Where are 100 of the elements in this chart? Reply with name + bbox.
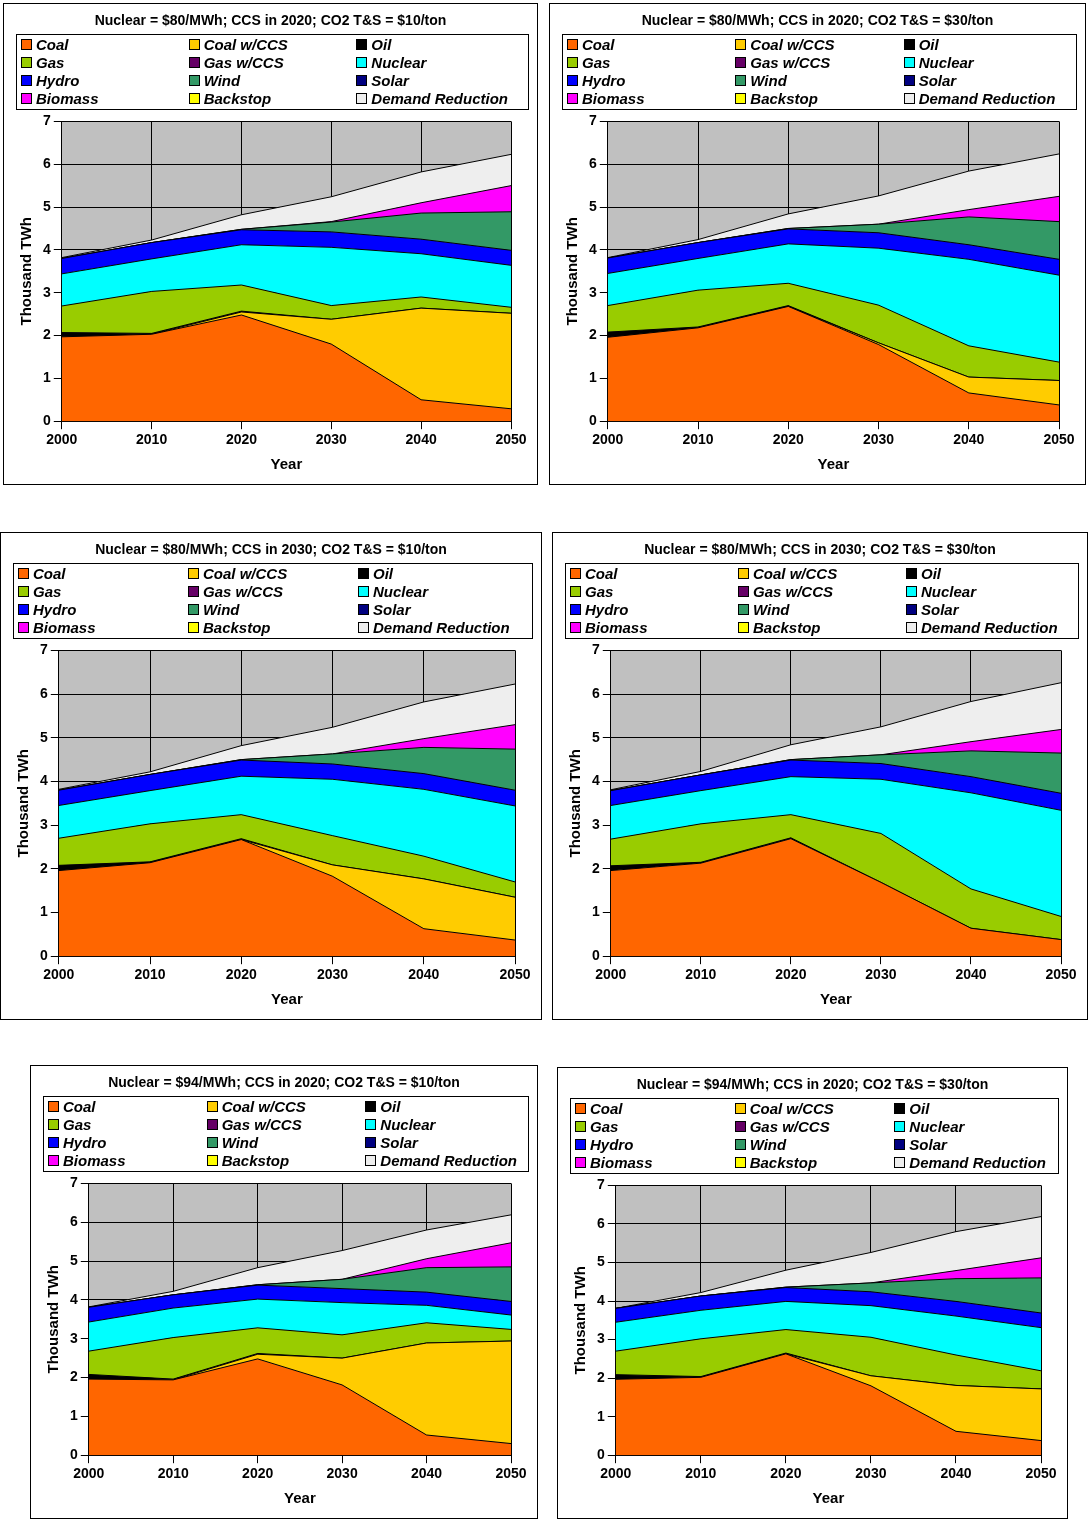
legend-label: Oil [370,36,393,54]
x-tick-label: 2050 [495,1465,527,1482]
legend-label: Hydro [62,1134,108,1152]
legend-label: Nuclear [917,54,976,72]
x-axis-title: Year [820,990,852,1008]
legend-label: Hydro [581,72,627,90]
y-tick-label: 1 [596,1407,605,1424]
legend-label: Demand Reduction [920,619,1059,637]
y-tick-label: 6 [596,1214,605,1231]
x-tick-label: 2030 [862,431,895,448]
y-tick-label: 4 [588,240,597,257]
x-tick-label: 2040 [410,1465,443,1482]
legend-label: Demand Reduction [372,619,511,637]
legend-label: Biomass [589,1154,654,1172]
legend-label: Demand Reduction [917,90,1057,108]
legend-label: Biomass [584,619,649,637]
x-axis-title: Year [284,1489,316,1507]
legend-label: Demand Reduction [370,90,509,108]
legend-label: Backstop [752,619,822,637]
x-tick-label: 2040 [953,431,985,448]
legend-label: Coal w/CCS [202,565,289,583]
y-tick-label: 6 [42,155,51,172]
y-tick-label: 3 [588,283,597,300]
y-tick-label: 6 [591,684,600,701]
chart-title: Nuclear = $80/MWh; CCS in 2030; CO2 T&S = $30/ton [643,541,997,557]
legend-label: Solar [372,601,413,619]
legend-label: Coal w/CCS [752,565,839,583]
y-tick-label: 3 [42,283,51,300]
legend-label: Wind [202,601,241,619]
legend-label: Oil [908,1100,931,1118]
x-tick-label: 2050 [495,431,527,448]
x-tick-label: 2030 [865,966,897,983]
legend-label: Solar [370,72,411,90]
y-tick-label: 3 [591,816,600,832]
y-tick-label: 5 [588,197,597,214]
legend-label: Coal w/CCS [220,1098,307,1116]
x-tick-label: 2050 [1025,1465,1057,1482]
legend-label: Biomass [62,1152,127,1170]
y-tick-label: 7 [42,112,51,129]
y-tick-label: 0 [596,1446,605,1463]
y-tick-label: 4 [69,1290,78,1307]
x-tick-label: 2010 [682,431,714,448]
x-tick-label: 2030 [316,966,349,983]
legend-label: Coal [589,1100,624,1118]
legend-label: Hydro [35,72,81,90]
legend-label: Gas w/CCS [202,583,285,601]
legend-label: Gas w/CCS [752,583,835,601]
legend-label: Demand Reduction [908,1154,1047,1172]
x-tick-label: 2020 [770,1465,802,1482]
x-axis-title: Year [817,455,850,473]
y-tick-label: 7 [39,641,48,658]
legend-label: Hydro [584,601,630,619]
x-tick-label: 2010 [685,1465,717,1482]
x-axis-title: Year [812,1489,845,1507]
x-tick-label: 2040 [405,431,437,448]
x-tick-label: 2030 [326,1465,358,1482]
y-axis-title: Thousand TWh [14,749,32,858]
x-tick-label: 2000 [595,966,627,983]
x-tick-label: 2010 [685,966,717,983]
x-tick-label: 2010 [134,966,166,983]
y-tick-label: 0 [42,412,51,429]
y-tick-label: 1 [591,903,600,920]
y-tick-label: 1 [39,903,48,920]
x-tick-label: 2020 [775,966,807,983]
chart-title: Nuclear = $94/MWh; CCS in 2020; CO2 T&S = $10/ton [107,1074,461,1090]
x-tick-label: 2030 [315,431,348,448]
y-tick-label: 7 [591,641,600,658]
x-axis-title: Year [270,455,303,473]
y-tick-label: 2 [42,326,51,343]
legend-label: Nuclear [920,583,978,601]
y-tick-label: 0 [39,947,48,964]
y-tick-label: 2 [588,326,597,343]
x-tick-label: 2020 [225,966,258,983]
legend-label: Solar [379,1134,420,1152]
x-tick-label: 2020 [242,1465,274,1482]
legend-label: Backstop [749,90,819,108]
legend-label: Backstop [748,1154,819,1172]
legend-label: Nuclear [370,54,428,72]
legend-label: Gas [35,54,66,72]
y-tick-label: 4 [42,240,51,257]
x-tick-label: 2000 [592,431,624,448]
legend-label: Gas [584,583,615,601]
x-tick-label: 2000 [73,1465,105,1482]
x-tick-label: 2020 [225,431,258,448]
y-tick-label: 3 [69,1329,78,1346]
y-tick-label: 3 [596,1330,605,1347]
legend-label: Biomass [35,90,100,108]
legend-label: Wind [748,1136,788,1154]
legend-label: Coal [32,565,67,583]
y-tick-label: 2 [69,1368,78,1385]
y-tick-label: 5 [39,728,48,745]
x-tick-label: 2050 [1043,431,1075,448]
legend-label: Oil [920,565,942,583]
chart-title: Nuclear = $94/MWh; CCS in 2020; CO2 T&S = $30/ton [635,1076,990,1092]
legend-label: Wind [202,72,242,90]
legend-label: Hydro [589,1136,635,1154]
y-tick-label: 5 [69,1251,78,1268]
legend-label: Demand Reduction [379,1152,518,1170]
y-tick-label: 2 [39,859,48,876]
x-tick-label: 2030 [855,1465,887,1482]
